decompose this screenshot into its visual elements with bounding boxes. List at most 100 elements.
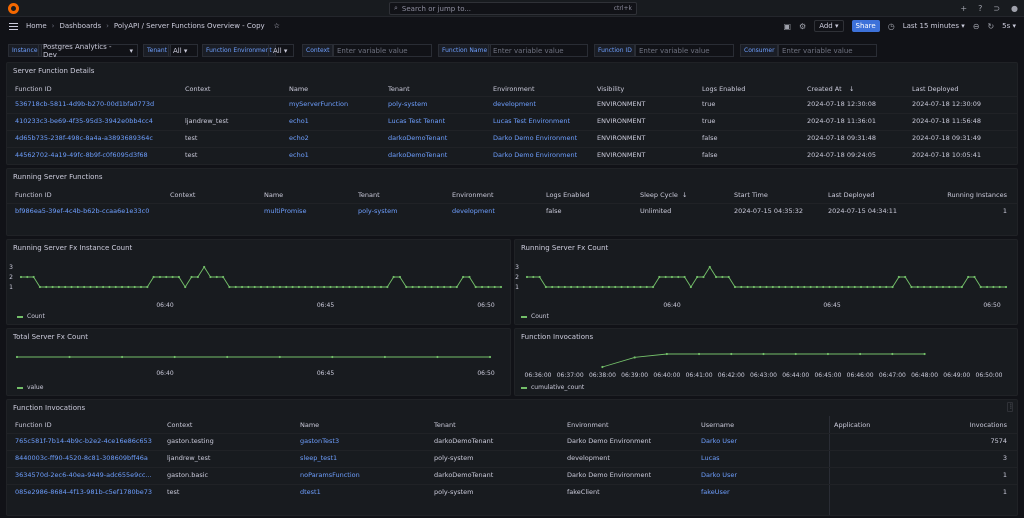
settings-icon[interactable]: ⚙	[799, 21, 807, 31]
table-cell[interactable]: development	[493, 100, 536, 108]
data-point	[83, 285, 86, 289]
column-header[interactable]: Username	[701, 421, 735, 429]
column-header[interactable]: Name	[264, 191, 284, 199]
function-name-input[interactable]: Enter variable value	[488, 44, 588, 57]
column-header[interactable]: Created At	[807, 85, 842, 93]
panel-menu-icon[interactable]: ⋮	[1007, 402, 1014, 412]
table-cell[interactable]: Lucas Test Tenant	[388, 117, 446, 125]
column-header[interactable]: Function ID	[15, 191, 52, 199]
table-cell[interactable]: darkoDemoTenant	[388, 134, 448, 142]
data-point	[329, 285, 332, 289]
column-header[interactable]: Function ID	[15, 85, 52, 93]
column-header[interactable]: Context	[185, 85, 211, 93]
breadcrumb-home[interactable]: Home	[26, 22, 47, 30]
table-cell[interactable]: bf986ea5-39ef-4c4b-b62b-ccaa6e1e33c0	[15, 207, 150, 215]
table-cell[interactable]: darkoDemoTenant	[388, 151, 448, 159]
function-id-input[interactable]: Enter variable value	[634, 44, 734, 57]
table-cell[interactable]: 4d65b735-238f-498c-8a4a-a3893689364c	[15, 134, 153, 142]
column-header[interactable]: Environment	[567, 421, 609, 429]
search-icon: ⌕	[394, 4, 398, 12]
column-header[interactable]: Tenant	[434, 421, 456, 429]
grafana-logo-icon[interactable]	[8, 3, 19, 14]
table-cell[interactable]: Darko Demo Environment	[493, 151, 578, 159]
table-cell[interactable]: poly-system	[358, 207, 398, 215]
consumer-input[interactable]: Enter variable value	[777, 44, 877, 57]
refresh-interval[interactable]: 5s ▾	[1002, 22, 1016, 30]
table-cell[interactable]: echo2	[289, 134, 309, 142]
table-cell[interactable]: echo1	[289, 151, 309, 159]
table-cell[interactable]: poly-system	[388, 100, 428, 108]
sort-desc-icon[interactable]: ↓	[682, 191, 688, 199]
legend[interactable]: Count	[17, 313, 45, 320]
add-button[interactable]: Add ▾	[814, 20, 844, 32]
table-cell[interactable]: development	[452, 207, 495, 215]
column-header[interactable]: Name	[300, 421, 320, 429]
plus-icon[interactable]: +	[960, 4, 968, 13]
search-input[interactable]: ⌕ Search or jump to... ctrl+k	[389, 2, 637, 15]
table-cell[interactable]: Lucas	[701, 454, 720, 462]
column-header[interactable]: Environment	[452, 191, 494, 199]
user-avatar-icon[interactable]: ●	[1011, 4, 1018, 13]
tenant-select[interactable]: All ▾	[168, 44, 198, 57]
function-environment-select[interactable]: All ▾	[268, 44, 294, 57]
legend[interactable]: Count	[521, 313, 549, 320]
breadcrumb-dashboards[interactable]: Dashboards	[59, 22, 102, 30]
column-header[interactable]: Logs Enabled	[702, 85, 746, 93]
context-input[interactable]: Enter variable value	[332, 44, 432, 57]
table-cell: development	[567, 454, 610, 462]
table-cell[interactable]: gastonTest3	[300, 437, 340, 445]
column-header[interactable]: Visibility	[597, 85, 625, 93]
table-cell[interactable]: noParamsFunction	[300, 471, 360, 479]
save-icon[interactable]: ▣	[783, 21, 792, 31]
legend[interactable]: cumulative_count	[521, 384, 584, 391]
data-point	[620, 285, 623, 289]
star-icon[interactable]: ☆	[273, 22, 280, 30]
help-icon[interactable]: ?	[978, 4, 983, 13]
column-header[interactable]: Sleep Cycle	[640, 191, 678, 199]
table-cell[interactable]: sleep_test1	[300, 454, 338, 462]
table-cell[interactable]: myServerFunction	[289, 100, 349, 108]
row-divider	[7, 484, 1017, 485]
table-cell[interactable]: 8440003c-ff90-4520-8c81-308609bff46a	[15, 454, 148, 462]
table-cell[interactable]: dtest1	[300, 488, 321, 496]
table-cell[interactable]: Darko User	[701, 437, 738, 445]
table-cell[interactable]: 085e2986-8684-4f13-981b-c5ef1780be73	[15, 488, 153, 496]
column-header[interactable]: Last Deployed	[828, 191, 875, 199]
menu-icon[interactable]	[9, 23, 18, 30]
table-cell[interactable]: 3634570d-2ec6-40ea-9449-adc655e9cc...	[15, 471, 152, 479]
refresh-icon[interactable]: ↻	[987, 21, 995, 31]
table-cell[interactable]: fakeUser	[701, 488, 730, 496]
table-cell[interactable]: 765c581f-7b14-4b9c-b2e2-4ce16e86c653	[15, 437, 152, 445]
table-cell[interactable]: 44562702-4a19-49fc-8b9f-c0f6095d3f68	[15, 151, 148, 159]
column-header[interactable]: Tenant	[358, 191, 380, 199]
column-header[interactable]: Logs Enabled	[546, 191, 590, 199]
table-cell[interactable]: Darko Demo Environment	[493, 134, 578, 142]
table-cell[interactable]: 410233c3-be69-4f35-95d3-3942e0bb4cc4	[15, 117, 153, 125]
table-cell[interactable]: multiPromise	[264, 207, 307, 215]
legend[interactable]: value	[17, 384, 43, 391]
column-header[interactable]: Running Instances	[947, 191, 1007, 199]
sort-desc-icon[interactable]: ↓	[849, 85, 855, 93]
table-cell[interactable]: 536718cb-5811-4d9b-b270-00d1bfa0773d	[15, 100, 155, 108]
column-header[interactable]: Tenant	[388, 85, 410, 93]
table-cell[interactable]: Darko User	[701, 471, 738, 479]
column-header[interactable]: Start Time	[734, 191, 768, 199]
column-header[interactable]: Application	[834, 421, 871, 429]
news-icon[interactable]: ⊃	[993, 4, 1001, 13]
row-divider	[7, 147, 1017, 148]
instance-select[interactable]: Postgres Analytics - Dev ▾	[38, 43, 138, 59]
column-header[interactable]: Invocations	[969, 421, 1007, 429]
table-cell: gaston.basic	[167, 471, 209, 479]
zoom-out-icon[interactable]: ⊖	[972, 21, 980, 31]
column-header[interactable]: Name	[289, 85, 309, 93]
share-button[interactable]: Share	[851, 20, 880, 32]
column-header[interactable]: Context	[167, 421, 193, 429]
time-range-picker[interactable]: Last 15 minutes ▾	[902, 22, 965, 30]
table-cell[interactable]: Lucas Test Environment	[493, 117, 571, 125]
variables-bar: Instance Postgres Analytics - Dev ▾ Tena…	[0, 42, 1024, 60]
column-header[interactable]: Last Deployed	[912, 85, 959, 93]
column-header[interactable]: Context	[170, 191, 196, 199]
column-header[interactable]: Function ID	[15, 421, 52, 429]
table-cell[interactable]: echo1	[289, 117, 309, 125]
column-header[interactable]: Environment	[493, 85, 535, 93]
